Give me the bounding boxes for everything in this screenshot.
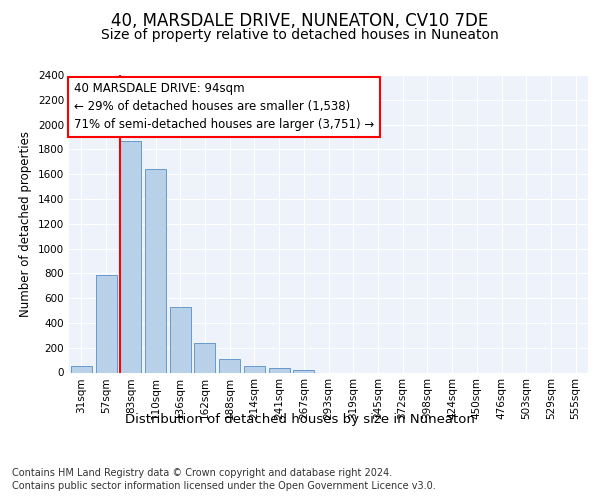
Text: Contains public sector information licensed under the Open Government Licence v3: Contains public sector information licen… [12,481,436,491]
Text: 40, MARSDALE DRIVE, NUNEATON, CV10 7DE: 40, MARSDALE DRIVE, NUNEATON, CV10 7DE [112,12,488,30]
Bar [145,169,166,372]
Bar [95,274,116,372]
Text: 40 MARSDALE DRIVE: 94sqm
← 29% of detached houses are smaller (1,538)
71% of sem: 40 MARSDALE DRIVE: 94sqm ← 29% of detach… [74,82,374,132]
Bar [170,307,191,372]
Bar [293,370,314,372]
Y-axis label: Number of detached properties: Number of detached properties [19,130,32,317]
Text: Distribution of detached houses by size in Nuneaton: Distribution of detached houses by size … [125,412,475,426]
Bar [194,343,215,372]
Bar [120,140,141,372]
Text: Contains HM Land Registry data © Crown copyright and database right 2024.: Contains HM Land Registry data © Crown c… [12,468,392,477]
Text: Size of property relative to detached houses in Nuneaton: Size of property relative to detached ho… [101,28,499,42]
Bar [244,366,265,372]
Bar [269,368,290,372]
Bar [71,366,92,372]
Bar [219,360,240,372]
